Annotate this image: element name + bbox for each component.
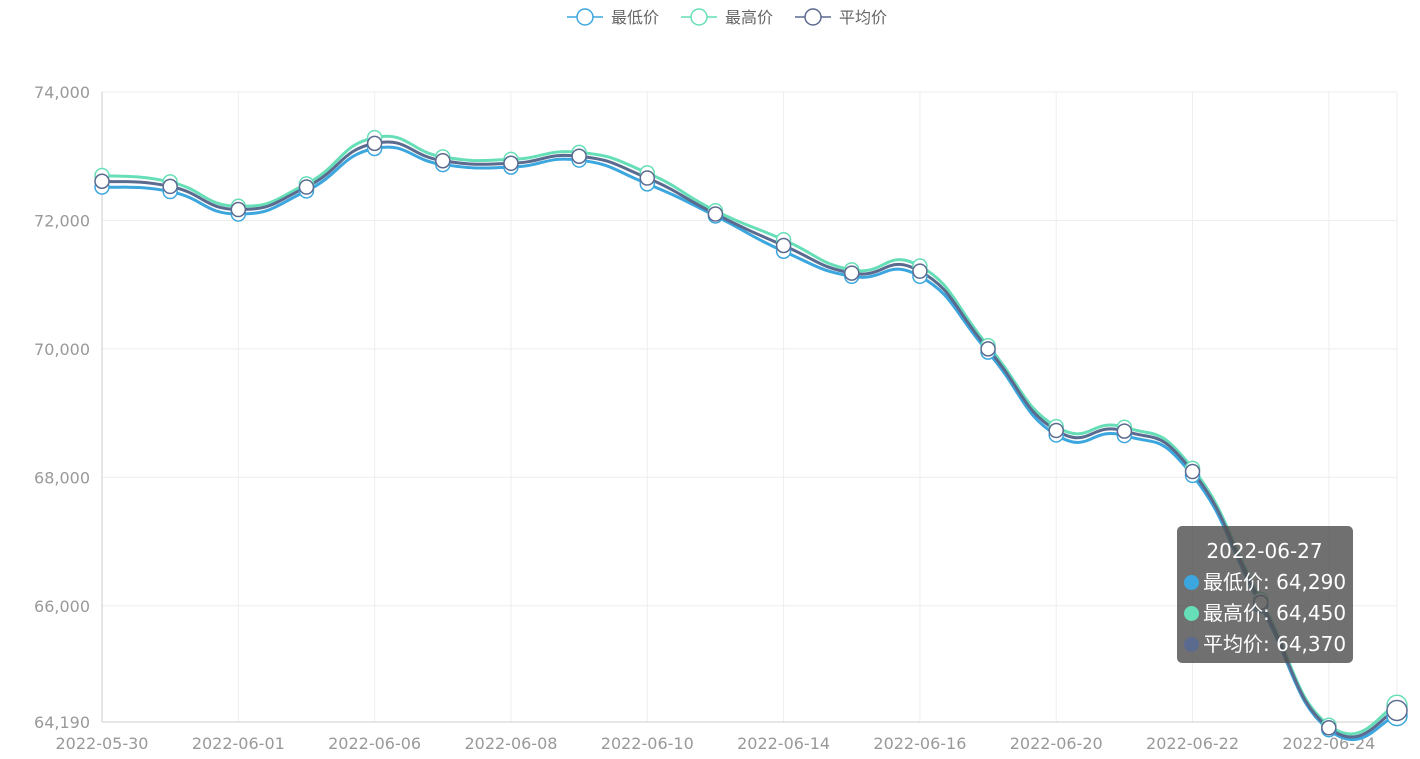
tooltip-label-avg: 平均价: 64,370 [1203, 632, 1347, 656]
tooltip-row-min: 最低价: 64,290 [1184, 567, 1347, 598]
tooltip-row-avg: 平均价: 64,370 [1184, 629, 1347, 660]
legend-item-2[interactable]: 平均价 [795, 8, 887, 27]
series-line-1 [101, 134, 1398, 736]
tooltip-label-min: 最低价: 64,290 [1203, 570, 1347, 594]
legend-marker-icon [576, 8, 594, 26]
legend-label: 平均价 [839, 8, 887, 27]
legend-marker-icon [804, 8, 822, 26]
data-point[interactable] [366, 135, 383, 152]
series-line-2 [101, 140, 1398, 739]
x-tick-label: 2022-06-16 [873, 734, 966, 753]
legend-label: 最低价 [611, 8, 659, 27]
series-line-0 [101, 145, 1398, 742]
x-tick-label: 2022-06-01 [192, 734, 285, 753]
x-tick-label: 2022-05-30 [56, 734, 149, 753]
data-point[interactable] [639, 170, 656, 186]
legend-marker-icon [690, 8, 708, 26]
tooltip: 2022-06-27 最低价: 64,290 最高价: 64,450 平均价: … [1177, 526, 1353, 663]
data-point[interactable] [775, 237, 792, 254]
x-tick-label: 2022-06-10 [601, 734, 694, 753]
data-point[interactable] [912, 263, 928, 279]
data-point[interactable] [503, 155, 519, 172]
data-point[interactable] [435, 152, 451, 169]
tooltip-dot-avg [1184, 637, 1199, 652]
tooltip-row-max: 最高价: 64,450 [1184, 598, 1347, 629]
y-tick-label: 74,000 [34, 83, 90, 102]
data-point[interactable] [1048, 422, 1064, 439]
data-point[interactable] [571, 148, 587, 164]
x-tick-label: 2022-06-14 [737, 734, 830, 753]
x-tick-label: 2022-06-22 [1146, 734, 1239, 753]
data-point[interactable] [1184, 463, 1201, 480]
data-point[interactable] [1386, 699, 1408, 722]
series-lines [101, 134, 1398, 742]
legend-item-0[interactable]: 最低价 [567, 8, 659, 27]
data-point[interactable] [94, 173, 110, 190]
tooltip-dot-min [1184, 575, 1199, 590]
legend-item-1[interactable]: 最高价 [681, 8, 773, 27]
data-point[interactable] [707, 206, 724, 222]
tooltip-label-max: 最高价: 64,450 [1203, 601, 1347, 625]
data-point[interactable] [843, 265, 860, 281]
data-point[interactable] [162, 178, 178, 195]
data-point[interactable] [980, 341, 996, 357]
data-point[interactable] [1321, 720, 1337, 736]
tooltip-title: 2022-06-27 [1206, 539, 1323, 563]
y-tick-label: 72,000 [34, 211, 90, 230]
x-tick-label: 2022-06-20 [1010, 734, 1103, 753]
axes: 74,000 72,000 70,000 68,000 66,000 64,190 2022… [34, 83, 1397, 753]
data-point[interactable] [1116, 423, 1133, 439]
tooltip-dot-max [1184, 606, 1199, 621]
legend[interactable]: 最低价 最高价 平均价 [567, 8, 887, 27]
y-tick-label: 68,000 [34, 468, 90, 487]
data-point[interactable] [230, 201, 247, 218]
legend-label: 最高价 [725, 8, 773, 27]
y-tick-label: 64,190 [34, 713, 90, 732]
y-tick-label: 66,000 [34, 597, 90, 616]
x-tick-label: 2022-06-06 [328, 734, 421, 753]
data-point[interactable] [298, 179, 315, 195]
y-tick-label: 70,000 [34, 340, 90, 359]
x-tick-label: 2022-06-08 [464, 734, 557, 753]
